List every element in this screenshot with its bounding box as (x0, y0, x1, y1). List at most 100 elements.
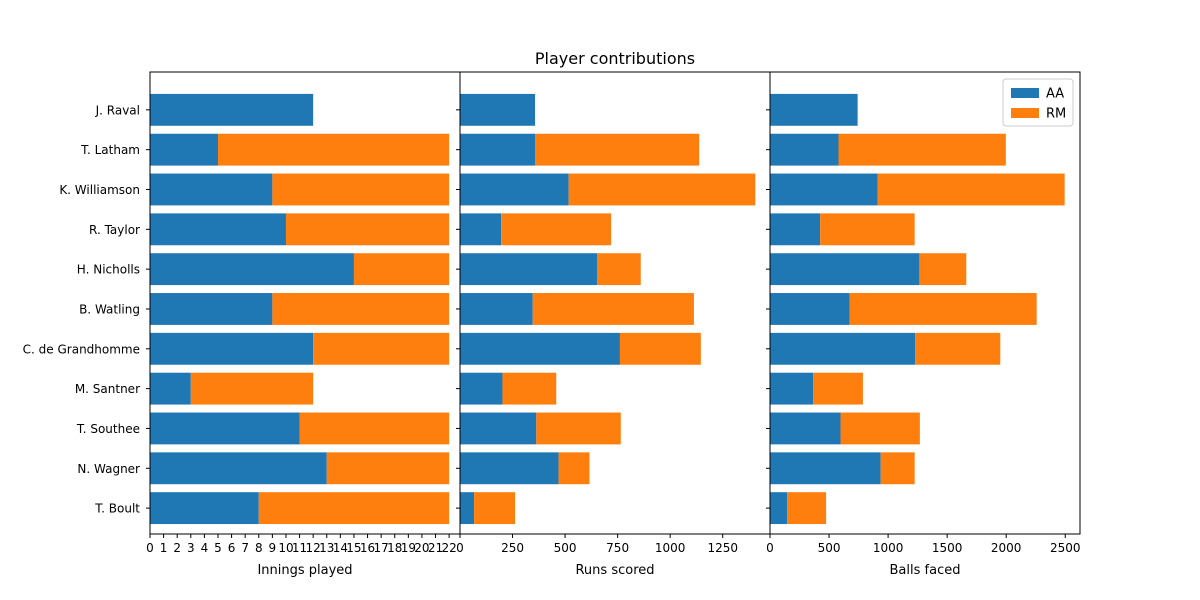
x-tick-label: 1 (160, 541, 168, 555)
y-tick-label-t-southee: T. Southee (76, 422, 140, 436)
panel-innings-played: J. Raval T. Latham K. Williamson R. Taylor H… (23, 71, 461, 578)
bar-innings-played-r-taylor-aa (150, 213, 286, 246)
x-tick-label: 20 (414, 541, 429, 555)
bar-balls-faced-n-wagner-rm (880, 452, 915, 485)
chart-title: Player contributions (535, 49, 695, 68)
y-tick-label-j-raval: J. Raval (95, 103, 140, 117)
chart-panels: J. Raval T. Latham K. Williamson R. Taylor H… (23, 71, 1081, 578)
x-tick-label: 22 (441, 541, 456, 555)
x-tick-label: 250 (501, 541, 524, 555)
bar-runs-scored-t-southee-rm (536, 412, 621, 445)
bar-innings-played-t-boult-aa (150, 492, 259, 525)
x-tick-label: 12 (306, 541, 321, 555)
panel-runs-scored: 0 250 500 750 1000 1250 Runs scored (456, 71, 771, 578)
y-tick-label-n-wagner: N. Wagner (77, 462, 140, 476)
y-tick-label-k-williamson: K. Williamson (59, 183, 140, 197)
bar-runs-scored-m-santner-rm (502, 372, 557, 405)
y-tick-label-m-santner: M. Santner (75, 382, 140, 396)
bar-innings-played-n-wagner-rm (326, 452, 450, 485)
bar-runs-scored-t-boult-rm (474, 492, 516, 525)
bar-runs-scored-c-de-grandhomme-aa (460, 332, 620, 365)
legend: AA RM (1002, 78, 1074, 127)
bar-innings-played-t-latham-aa (150, 133, 218, 166)
x-tick-label: 500 (554, 541, 577, 555)
bar-balls-faced-m-santner-aa (770, 372, 814, 405)
bar-innings-played-b-watling-aa (150, 293, 273, 325)
x-tick-label: 1250 (707, 541, 738, 555)
x-tick-label: 5 (214, 541, 222, 555)
y-tick-label-r-taylor: R. Taylor (89, 223, 140, 237)
x-tick-label: 13 (319, 541, 334, 555)
y-tick-label-h-nicholls: H. Nicholls (77, 263, 140, 277)
x-tick-label: 15 (346, 541, 361, 555)
bar-runs-scored-m-santner-aa (460, 372, 503, 405)
bar-runs-scored-t-latham-rm (535, 133, 700, 166)
x-tick-label: 0 (766, 541, 774, 555)
bar-balls-faced-t-southee-rm (840, 412, 920, 445)
bar-runs-scored-k-williamson-rm (568, 173, 756, 206)
x-tick-label: 500 (818, 541, 841, 555)
bar-innings-played-j-raval-aa (150, 93, 314, 126)
bar-balls-faced-r-taylor-rm (820, 213, 915, 246)
x-axis-label-innings-played: Innings played (257, 563, 352, 578)
bar-balls-faced-h-nicholls-aa (770, 253, 920, 286)
x-tick-label: 2 (173, 541, 181, 555)
bar-innings-played-b-watling-rm (272, 293, 450, 325)
bar-balls-faced-t-southee-aa (770, 412, 841, 445)
bar-innings-played-c-de-grandhomme-aa (150, 332, 314, 365)
bar-runs-scored-t-southee-aa (460, 412, 537, 445)
bar-innings-played-h-nicholls-rm (353, 253, 450, 286)
bar-balls-faced-n-wagner-aa (770, 452, 881, 485)
x-tick-label: 3 (187, 541, 195, 555)
x-tick-label: 2000 (991, 541, 1022, 555)
x-tick-label: 0 (456, 541, 464, 555)
x-tick-label: 1000 (655, 541, 686, 555)
bar-balls-faced-t-boult-aa (770, 492, 788, 525)
bar-innings-played-t-latham-rm (217, 133, 450, 166)
bar-innings-played-k-williamson-aa (150, 173, 273, 206)
x-tick-label: 6 (228, 541, 236, 555)
bar-innings-played-h-nicholls-aa (150, 253, 354, 286)
bar-innings-played-c-de-grandhomme-rm (313, 332, 450, 365)
bar-runs-scored-n-wagner-aa (460, 452, 559, 485)
legend-label-aa: AA (1046, 87, 1064, 102)
bar-balls-faced-t-latham-aa (770, 133, 839, 166)
bar-innings-played-t-southee-aa (150, 412, 300, 445)
x-tick-label: 9 (269, 541, 277, 555)
bar-runs-scored-h-nicholls-aa (460, 253, 598, 286)
bar-innings-played-r-taylor-rm (285, 213, 450, 246)
bar-innings-played-n-wagner-aa (150, 452, 327, 485)
bar-innings-played-t-boult-rm (258, 492, 450, 525)
bar-runs-scored-n-wagner-rm (558, 452, 590, 485)
x-tick-label: 17 (373, 541, 388, 555)
x-tick-label: 19 (401, 541, 416, 555)
bar-innings-played-t-southee-rm (299, 412, 450, 445)
bar-innings-played-k-williamson-rm (272, 173, 450, 206)
x-tick-label: 11 (292, 541, 307, 555)
bar-balls-faced-t-latham-rm (838, 133, 1006, 166)
bar-balls-faced-j-raval-aa (770, 93, 858, 126)
legend-label-rm: RM (1046, 107, 1066, 122)
bar-balls-faced-c-de-grandhomme-rm (915, 332, 1001, 365)
bar-balls-faced-k-williamson-aa (770, 173, 878, 206)
x-tick-label: 10 (278, 541, 293, 555)
axes-frame (769, 71, 1081, 535)
bar-runs-scored-h-nicholls-rm (597, 253, 641, 286)
panel-balls-faced: 0 500 1000 1500 2000 2500 Balls faced AA RM (766, 71, 1081, 578)
bar-balls-faced-h-nicholls-rm (919, 253, 967, 286)
y-tick-label-b-watling: B. Watling (79, 302, 140, 316)
bar-balls-faced-b-watling-aa (770, 293, 850, 325)
legend-swatch-rm (1011, 108, 1039, 118)
x-tick-label: 7 (241, 541, 249, 555)
y-tick-label-t-boult: T. Boult (94, 502, 140, 516)
x-tick-label: 18 (387, 541, 402, 555)
bar-runs-scored-t-boult-aa (460, 492, 475, 525)
bar-runs-scored-t-latham-aa (460, 133, 536, 166)
x-tick-label: 1000 (873, 541, 904, 555)
bar-runs-scored-r-taylor-rm (501, 213, 612, 246)
bar-runs-scored-r-taylor-aa (460, 213, 502, 246)
x-tick-label: 16 (360, 541, 375, 555)
legend-swatch-aa (1011, 88, 1039, 98)
bar-runs-scored-j-raval-aa (460, 93, 536, 126)
